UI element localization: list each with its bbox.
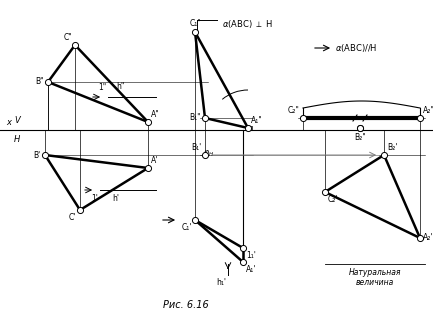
- Text: V: V: [14, 116, 20, 125]
- Text: $\alpha$(ABC) $\perp$ H: $\alpha$(ABC) $\perp$ H: [222, 18, 273, 30]
- Text: A₁': A₁': [246, 265, 256, 274]
- Text: C': C': [68, 213, 76, 222]
- Text: h": h": [116, 82, 124, 91]
- Text: $\alpha$(ABC)//H: $\alpha$(ABC)//H: [335, 42, 378, 54]
- Text: C₁": C₁": [189, 19, 201, 28]
- Text: x: x: [6, 118, 11, 127]
- Text: B₁': B₁': [191, 143, 201, 152]
- Text: Натуральная
величина: Натуральная величина: [349, 268, 401, 287]
- Text: 1₁': 1₁': [246, 251, 256, 260]
- Text: h': h': [112, 194, 119, 203]
- Text: A₂": A₂": [423, 106, 433, 115]
- Text: C₂": C₂": [288, 106, 300, 115]
- Text: B': B': [34, 150, 41, 160]
- Text: A₂': A₂': [423, 234, 433, 242]
- Text: A': A': [151, 156, 158, 165]
- Text: A₁": A₁": [251, 116, 263, 125]
- Text: h₁': h₁': [216, 278, 226, 287]
- Text: B": B": [36, 78, 44, 86]
- Text: H: H: [14, 135, 20, 144]
- Text: A": A": [151, 110, 160, 119]
- Text: B₁": B₁": [189, 113, 201, 122]
- Text: B₂': B₂': [387, 143, 397, 152]
- Text: C₂': C₂': [328, 195, 339, 204]
- Text: C": C": [63, 33, 72, 42]
- Text: C₁': C₁': [181, 223, 192, 232]
- Text: 1": 1": [98, 83, 106, 92]
- Text: Рис. 6.16: Рис. 6.16: [163, 300, 209, 310]
- Text: 1': 1': [91, 194, 98, 203]
- Text: B₂": B₂": [354, 133, 366, 142]
- Text: $\varphi_H$: $\varphi_H$: [203, 148, 214, 159]
